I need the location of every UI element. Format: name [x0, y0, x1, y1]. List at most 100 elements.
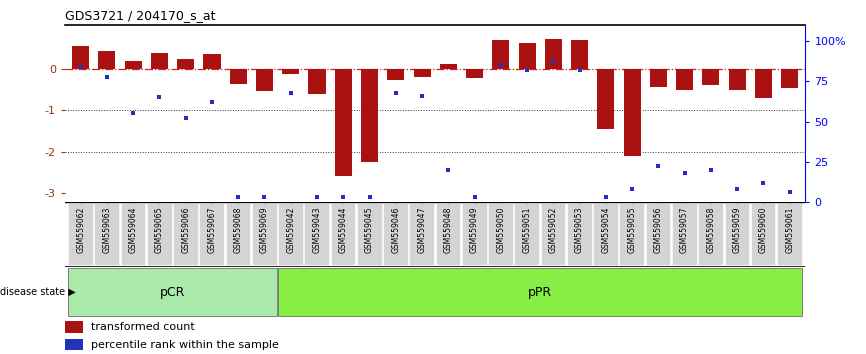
- FancyBboxPatch shape: [567, 203, 591, 265]
- Bar: [492, 40, 509, 69]
- Text: GSM559069: GSM559069: [260, 206, 269, 253]
- Point: [730, 186, 744, 192]
- Text: GSM559055: GSM559055: [628, 206, 637, 253]
- Bar: [387, 69, 404, 80]
- FancyBboxPatch shape: [199, 203, 224, 265]
- Text: GSM559064: GSM559064: [129, 206, 138, 253]
- FancyBboxPatch shape: [698, 203, 723, 265]
- FancyBboxPatch shape: [383, 203, 408, 265]
- Point: [599, 194, 613, 200]
- Bar: [466, 69, 483, 78]
- FancyBboxPatch shape: [410, 203, 434, 265]
- Bar: [65, 321, 83, 333]
- FancyBboxPatch shape: [94, 203, 119, 265]
- FancyBboxPatch shape: [462, 203, 487, 265]
- Bar: [624, 69, 641, 156]
- Text: GSM559054: GSM559054: [601, 206, 611, 253]
- Bar: [413, 69, 430, 77]
- Bar: [361, 69, 378, 162]
- FancyBboxPatch shape: [173, 203, 197, 265]
- Point: [494, 63, 507, 68]
- Bar: [598, 69, 614, 129]
- Point: [651, 164, 665, 169]
- FancyBboxPatch shape: [147, 203, 171, 265]
- Point: [152, 95, 166, 100]
- FancyBboxPatch shape: [514, 203, 540, 265]
- FancyBboxPatch shape: [436, 203, 461, 265]
- Point: [520, 67, 534, 73]
- FancyBboxPatch shape: [672, 203, 696, 265]
- Text: GSM559065: GSM559065: [155, 206, 164, 253]
- Text: GSM559068: GSM559068: [234, 206, 242, 253]
- Text: GSM559058: GSM559058: [707, 206, 715, 253]
- Bar: [178, 59, 194, 69]
- Bar: [256, 69, 273, 91]
- Bar: [72, 46, 89, 69]
- Bar: [545, 39, 562, 69]
- Point: [389, 90, 403, 96]
- FancyBboxPatch shape: [646, 203, 670, 265]
- Point: [625, 186, 639, 192]
- Bar: [781, 69, 798, 88]
- Point: [178, 115, 192, 121]
- Point: [310, 194, 324, 200]
- Text: GSM559049: GSM559049: [470, 206, 479, 253]
- Text: GSM559053: GSM559053: [575, 206, 584, 253]
- Text: GSM559043: GSM559043: [313, 206, 321, 253]
- Text: GSM559052: GSM559052: [549, 206, 558, 253]
- Point: [704, 167, 718, 172]
- Bar: [65, 339, 83, 350]
- FancyBboxPatch shape: [68, 203, 93, 265]
- FancyBboxPatch shape: [488, 203, 513, 265]
- Text: GSM559048: GSM559048: [443, 206, 453, 253]
- Text: GSM559050: GSM559050: [496, 206, 505, 253]
- FancyBboxPatch shape: [278, 268, 802, 316]
- Text: GSM559042: GSM559042: [287, 206, 295, 253]
- Point: [756, 180, 770, 185]
- Point: [74, 64, 87, 70]
- FancyBboxPatch shape: [278, 203, 303, 265]
- FancyBboxPatch shape: [777, 203, 802, 265]
- FancyBboxPatch shape: [120, 203, 145, 265]
- FancyBboxPatch shape: [68, 268, 277, 316]
- FancyBboxPatch shape: [593, 203, 618, 265]
- Text: transformed count: transformed count: [91, 322, 195, 332]
- Text: GSM559047: GSM559047: [417, 206, 427, 253]
- Bar: [650, 69, 667, 87]
- Text: GSM559056: GSM559056: [654, 206, 662, 253]
- Text: GSM559066: GSM559066: [181, 206, 191, 253]
- Point: [284, 90, 298, 96]
- Point: [415, 93, 429, 99]
- Text: disease state ▶: disease state ▶: [0, 287, 75, 297]
- Text: GSM559051: GSM559051: [522, 206, 532, 253]
- FancyBboxPatch shape: [619, 203, 644, 265]
- Point: [100, 74, 114, 79]
- Text: GSM559059: GSM559059: [733, 206, 741, 253]
- Bar: [335, 69, 352, 176]
- Point: [678, 170, 692, 176]
- Text: pCR: pCR: [160, 286, 185, 298]
- Point: [126, 111, 140, 116]
- FancyBboxPatch shape: [540, 203, 565, 265]
- FancyBboxPatch shape: [226, 203, 250, 265]
- Bar: [676, 69, 693, 90]
- Bar: [571, 40, 588, 69]
- Bar: [519, 43, 535, 69]
- Bar: [282, 69, 300, 74]
- Bar: [755, 69, 772, 98]
- Text: GSM559045: GSM559045: [365, 206, 374, 253]
- FancyBboxPatch shape: [357, 203, 382, 265]
- Point: [442, 167, 456, 172]
- Bar: [728, 69, 746, 90]
- Bar: [204, 54, 221, 69]
- Bar: [440, 64, 457, 69]
- Text: GSM559067: GSM559067: [208, 206, 216, 253]
- Text: GSM559063: GSM559063: [102, 206, 112, 253]
- Text: GSM559044: GSM559044: [339, 206, 348, 253]
- Point: [336, 194, 350, 200]
- Bar: [151, 53, 168, 69]
- Bar: [308, 69, 326, 94]
- Text: GSM559061: GSM559061: [785, 206, 794, 253]
- Point: [546, 58, 560, 63]
- FancyBboxPatch shape: [305, 203, 329, 265]
